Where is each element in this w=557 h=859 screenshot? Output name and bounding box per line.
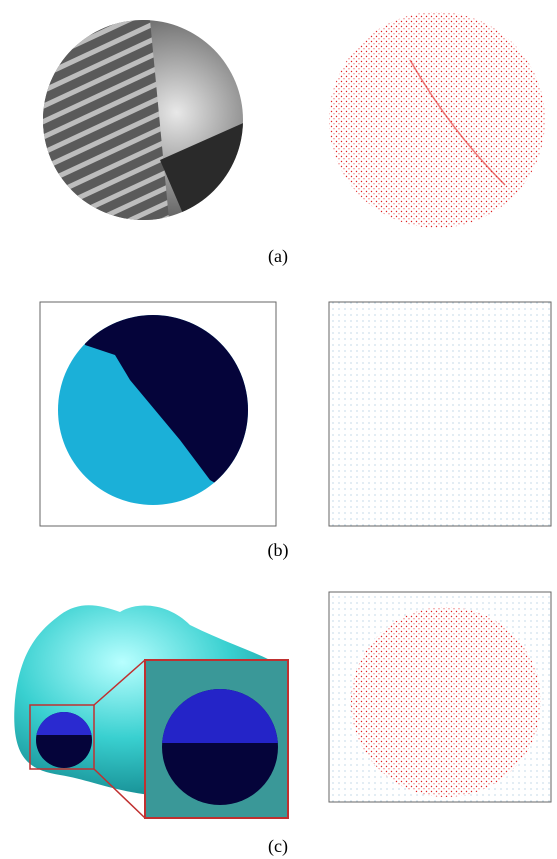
panel-b: (b) [40, 302, 551, 561]
figure: (a) (b) (c) [0, 0, 557, 859]
caption: (c) [268, 836, 288, 857]
panel-c: (c) [14, 592, 551, 857]
point-cloud [351, 607, 541, 797]
caption: (b) [268, 540, 289, 561]
point-cloud [329, 12, 545, 228]
panel-a: (a) [40, 12, 545, 267]
caption: (a) [268, 246, 288, 267]
grayscale-image [40, 18, 250, 230]
